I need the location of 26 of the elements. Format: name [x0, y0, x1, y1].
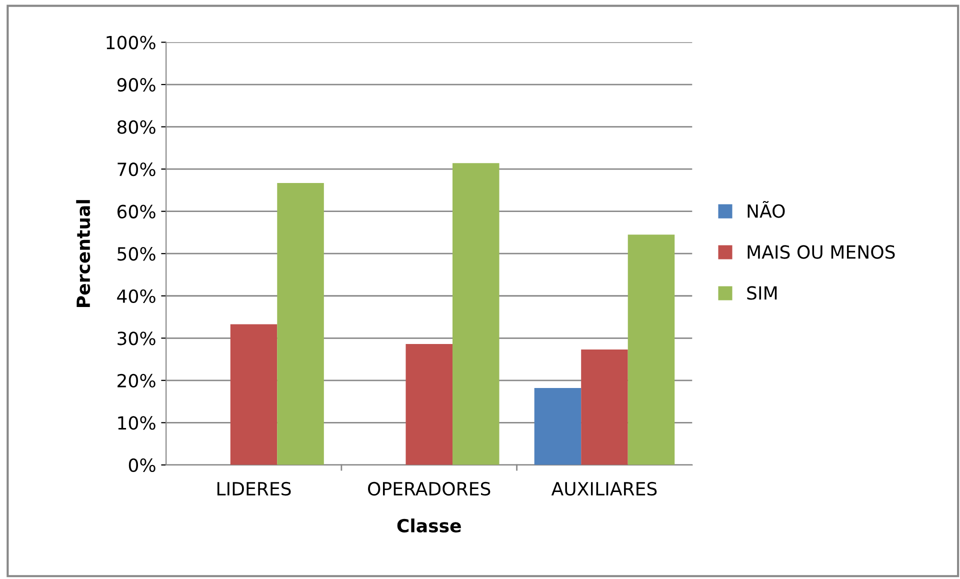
y-tick-label: 30% [118, 332, 156, 346]
bar [230, 324, 278, 465]
y-tick-label: 50% [118, 247, 156, 261]
legend-label: MAIS OU MENOS [748, 245, 895, 259]
bar [628, 234, 675, 465]
y-axis-title: Percentual [76, 200, 90, 307]
y-tick-label: 40% [117, 289, 156, 303]
y-tick-label: 90% [117, 78, 156, 92]
x-tick-label: LIDERES [217, 482, 291, 496]
bar [452, 163, 500, 465]
y-tick-label: 80% [117, 120, 156, 134]
legend-label: SIM [747, 286, 777, 300]
bar [581, 350, 628, 465]
bar [406, 344, 452, 465]
bar [534, 388, 582, 465]
y-tick-label: 60% [117, 204, 156, 218]
bar [277, 183, 324, 465]
y-tick-label: 0% [128, 458, 156, 472]
y-tick-label: 100% [106, 36, 156, 50]
legend-label: NÃO [748, 201, 785, 218]
x-tick-label: OPERADORES [368, 482, 490, 496]
x-tick-label: AUXILIARES [551, 482, 657, 496]
y-tick-label: 20% [118, 374, 156, 388]
y-tick-label: 10% [118, 416, 156, 430]
x-axis-title: Classe [397, 518, 461, 532]
y-tick-label: 70% [118, 162, 156, 176]
